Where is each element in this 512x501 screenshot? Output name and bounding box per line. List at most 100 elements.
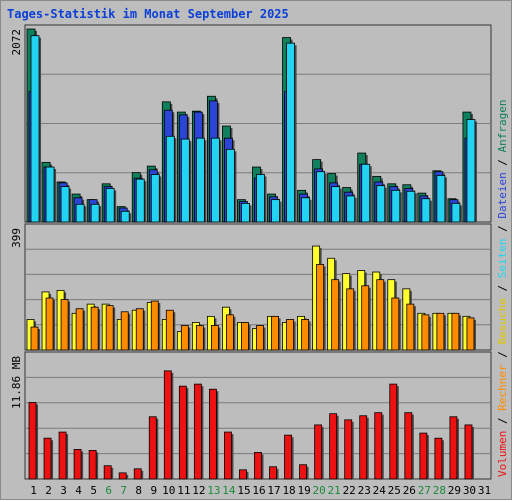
- axis-max-label-requests: 2072: [10, 29, 23, 56]
- bar-volumen-day-15: [239, 469, 247, 480]
- bar-rechner-day-21: [331, 279, 340, 351]
- day-label-7: 7: [120, 484, 127, 497]
- bar-volumen-day-4: [73, 449, 82, 480]
- bar-volumen-day-5: [88, 450, 97, 480]
- bar-rechner-day-2: [45, 297, 54, 351]
- bar-volumen-day-21: [329, 413, 338, 480]
- bar-volumen-day-11: [178, 385, 187, 480]
- legend-separator: /: [496, 411, 509, 431]
- bar-volumen-day-1: [28, 402, 37, 480]
- day-label-5: 5: [90, 484, 97, 497]
- bar-seiten-day-18: [286, 42, 295, 223]
- bar-volumen-day-3: [58, 431, 67, 480]
- bar-volumen-day-26: [404, 412, 413, 480]
- day-label-24: 24: [373, 484, 387, 497]
- bar-volumen-day-29: [449, 416, 458, 480]
- day-label-16: 16: [252, 484, 265, 497]
- axis-max-label-visits: 399: [10, 228, 23, 248]
- bar-seiten-day-26: [406, 190, 416, 223]
- day-label-17: 17: [267, 484, 280, 497]
- bar-rechner-day-28: [436, 312, 445, 351]
- bar-seiten-day-1: [30, 35, 40, 223]
- bar-rechner-day-20: [316, 263, 325, 351]
- bar-volumen-day-30: [464, 424, 473, 480]
- bar-seiten-day-13: [210, 137, 220, 223]
- bar-rechner-day-13: [210, 325, 219, 351]
- legend-item-rechner: Rechner: [496, 364, 509, 411]
- day-label-13: 13: [207, 484, 220, 497]
- bar-rechner-day-3: [60, 299, 69, 351]
- bar-volumen-day-6: [103, 465, 112, 480]
- day-label-15: 15: [237, 484, 250, 497]
- bar-seiten-day-9: [150, 174, 160, 223]
- bar-seiten-day-25: [391, 189, 401, 223]
- legend-item-anfragen: Anfragen: [496, 99, 509, 152]
- bar-volumen-day-17: [269, 466, 277, 480]
- day-label-9: 9: [150, 484, 157, 497]
- bar-volumen-day-20: [314, 424, 323, 480]
- day-label-4: 4: [75, 484, 82, 497]
- chart-title: Tages-Statistik im Monat September 2025: [7, 7, 289, 21]
- bar-volumen-day-16: [254, 452, 262, 480]
- day-label-6: 6: [105, 484, 112, 497]
- bar-seiten-day-17: [271, 199, 280, 223]
- bar-rechner-day-23: [361, 285, 370, 351]
- bar-rechner-day-24: [376, 279, 385, 351]
- bar-volumen-day-22: [344, 419, 353, 480]
- bar-rechner-day-1: [30, 326, 39, 351]
- bar-seiten-day-5: [90, 203, 100, 223]
- bar-seiten-day-21: [331, 186, 341, 223]
- bar-rechner-day-11: [180, 325, 189, 351]
- legend-item-seiten: Seiten: [496, 239, 509, 279]
- bar-seiten-day-19: [301, 197, 311, 223]
- bar-rechner-day-10: [165, 309, 174, 351]
- day-label-31: 31: [478, 484, 491, 497]
- bar-volumen-day-19: [299, 464, 308, 480]
- bar-seiten-day-12: [195, 137, 205, 223]
- day-label-11: 11: [177, 484, 190, 497]
- bar-rechner-day-27: [421, 314, 430, 351]
- day-label-2: 2: [45, 484, 52, 497]
- bar-rechner-day-15: [241, 322, 249, 351]
- day-label-18: 18: [282, 484, 295, 497]
- bar-seiten-day-24: [376, 185, 386, 223]
- bar-seiten-day-7: [120, 210, 130, 223]
- bar-seiten-day-2: [45, 166, 55, 223]
- bar-seiten-day-29: [451, 202, 461, 223]
- day-label-27: 27: [418, 484, 431, 497]
- day-label-21: 21: [328, 484, 341, 497]
- day-label-23: 23: [358, 484, 371, 497]
- bar-seiten-day-16: [256, 174, 265, 223]
- bar-seiten-day-22: [346, 195, 356, 223]
- bar-rechner-day-29: [451, 312, 460, 351]
- bar-seiten-day-3: [60, 186, 70, 223]
- bar-rechner-day-25: [391, 297, 400, 351]
- bar-seiten-day-14: [226, 148, 235, 223]
- bar-seiten-day-10: [165, 135, 175, 223]
- bar-seiten-day-27: [421, 198, 431, 223]
- bar-rechner-day-16: [256, 325, 264, 351]
- day-label-14: 14: [222, 484, 236, 497]
- day-label-25: 25: [388, 484, 401, 497]
- bar-seiten-day-8: [135, 178, 145, 223]
- bar-seiten-day-11: [180, 138, 190, 223]
- bar-seiten-day-23: [361, 163, 371, 223]
- day-label-1: 1: [30, 484, 37, 497]
- bar-volumen-day-9: [148, 416, 157, 480]
- bar-volumen-day-18: [284, 434, 292, 480]
- bar-volumen-day-28: [434, 437, 443, 480]
- bar-volumen-day-12: [193, 383, 202, 480]
- day-label-12: 12: [192, 484, 205, 497]
- bar-volumen-day-27: [419, 432, 428, 480]
- bar-rechner-day-17: [271, 315, 279, 351]
- bar-rechner-day-14: [226, 314, 234, 351]
- bar-rechner-day-19: [301, 319, 310, 351]
- bar-rechner-day-26: [406, 303, 415, 351]
- bar-rechner-day-9: [150, 300, 159, 351]
- bar-rechner-day-5: [90, 306, 99, 351]
- day-label-3: 3: [60, 484, 67, 497]
- bar-volumen-day-13: [208, 388, 217, 480]
- bar-rechner-day-7: [120, 311, 129, 351]
- bar-rechner-day-18: [286, 319, 294, 351]
